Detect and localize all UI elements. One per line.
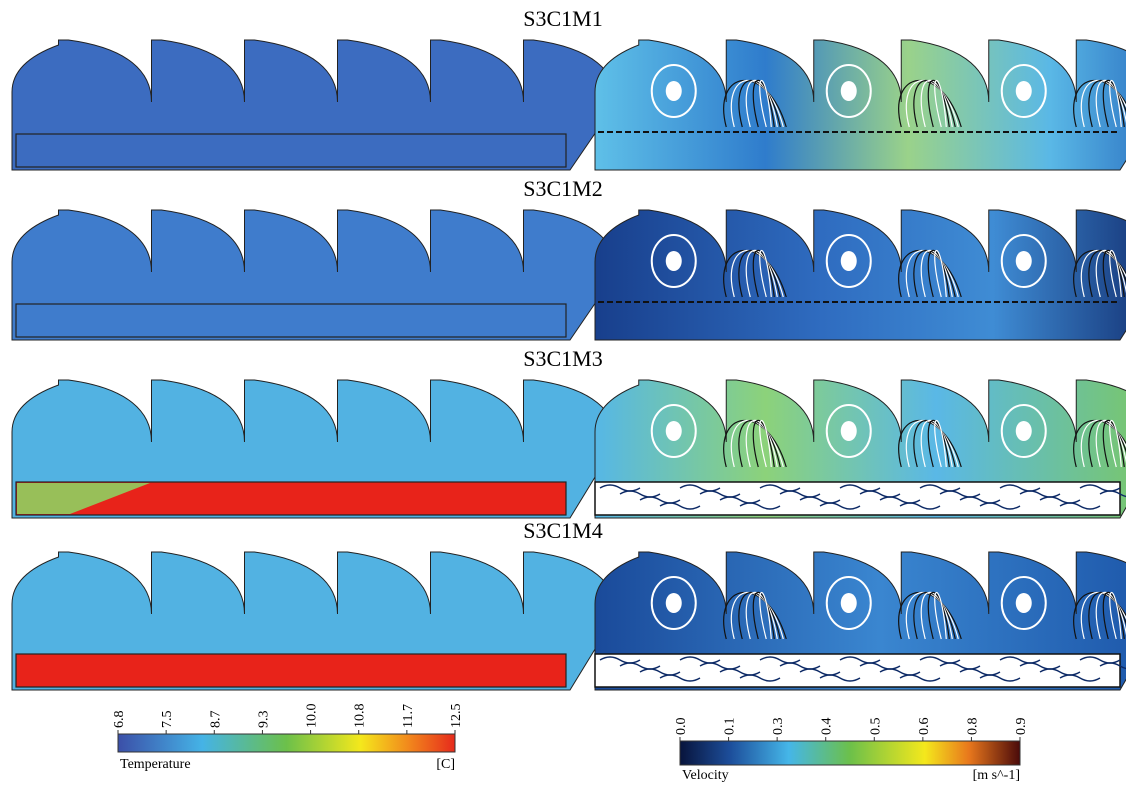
vortex-core <box>666 421 682 441</box>
vortex-core <box>841 421 857 441</box>
colorbar-tick: 10.8 <box>353 704 368 729</box>
colorbar <box>680 741 1020 765</box>
panel-title: S3C1M1 <box>523 6 602 31</box>
panel-row <box>12 40 1126 170</box>
velocity-domain <box>595 40 1126 170</box>
colorbars: 6.8 7.5 8.7 9.3 10.0 10.8 11.7 12.5 Temperature [… <box>112 704 1029 784</box>
colorbar-tick: 0.8 <box>965 718 980 736</box>
colorbar-tick: 0.9 <box>1014 718 1029 736</box>
ground-layer <box>16 654 566 687</box>
ground-layer <box>16 304 566 337</box>
colorbar-tick: 6.8 <box>112 711 127 729</box>
panel-title: S3C1M4 <box>523 518 602 543</box>
vortex-core <box>666 593 682 613</box>
colorbar-tick: 12.5 <box>449 704 464 729</box>
panel-title: S3C1M3 <box>523 346 602 371</box>
vortex-core <box>841 81 857 101</box>
vortex-core <box>666 81 682 101</box>
vortex-core <box>1016 421 1032 441</box>
colorbar <box>118 734 455 752</box>
colorbar-tick: 7.5 <box>160 711 175 729</box>
figure: 6.8 7.5 8.7 9.3 10.0 10.8 11.7 12.5 Temperature [… <box>0 0 1126 789</box>
colorbar-tick: 0.0 <box>674 718 689 736</box>
panel-row <box>12 380 1126 518</box>
vortex-core <box>1016 81 1032 101</box>
vortex-core <box>666 251 682 271</box>
vortex-core <box>1016 251 1032 271</box>
vortex-core <box>841 251 857 271</box>
colorbar-unit: [C] <box>436 757 455 772</box>
colorbar-tick: 11.7 <box>401 704 416 728</box>
colorbar-unit: [m s^-1] <box>973 768 1020 783</box>
panel-row <box>12 552 1126 690</box>
colorbar-tick: 10.0 <box>305 704 320 729</box>
ground-layer <box>16 134 566 167</box>
colorbar-tick: 0.1 <box>723 718 738 736</box>
colorbar-tick: 0.3 <box>771 718 786 736</box>
colorbar-tick: 0.6 <box>917 718 932 736</box>
colorbar-label: Velocity <box>682 768 729 783</box>
panel-title: S3C1M2 <box>523 176 602 201</box>
colorbar-tick: 8.7 <box>208 711 223 729</box>
velocity-domain <box>595 210 1126 340</box>
vortex-core <box>1016 593 1032 613</box>
vortex-core <box>841 593 857 613</box>
colorbar-tick: 9.3 <box>256 711 271 729</box>
colorbar-label: Temperature <box>120 757 191 772</box>
panel-row <box>12 210 1126 340</box>
colorbar-tick: 0.4 <box>820 718 835 736</box>
colorbar-tick: 0.5 <box>868 718 883 736</box>
